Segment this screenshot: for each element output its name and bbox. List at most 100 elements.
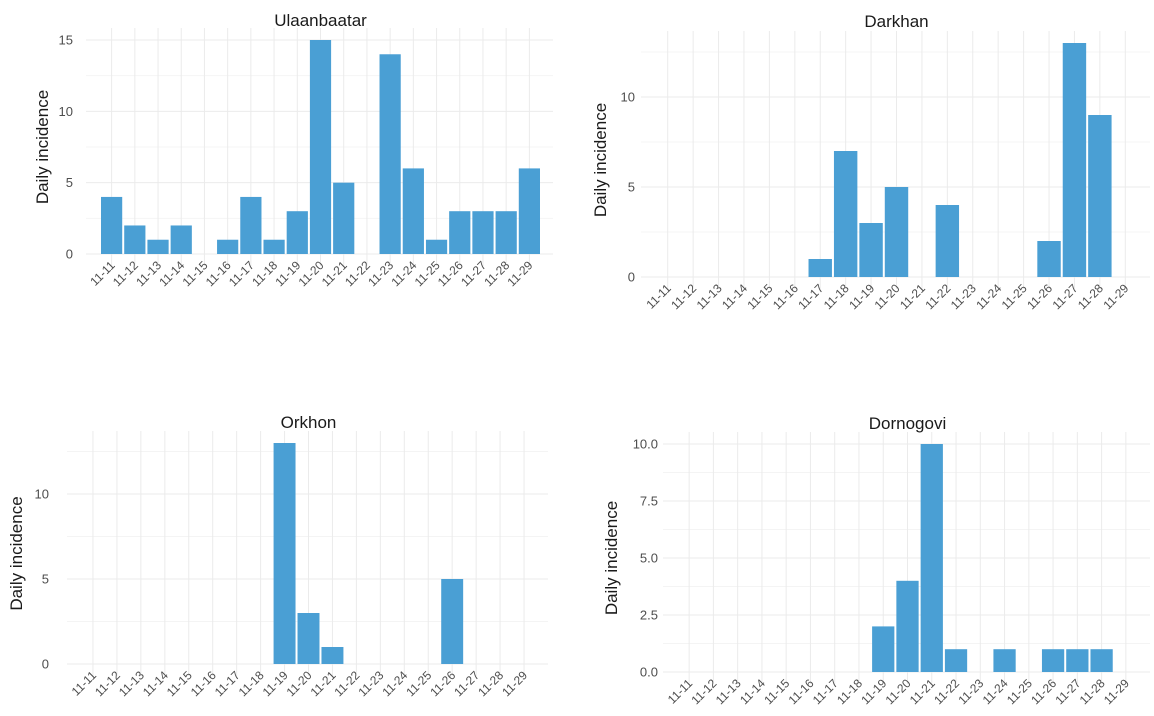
bar-11-24 bbox=[402, 168, 424, 254]
x-tick-label: 11-15 bbox=[180, 258, 211, 289]
bar-11-20 bbox=[884, 187, 909, 277]
x-tick-label: 11-17 bbox=[226, 258, 257, 289]
y-tick-label: 5 bbox=[628, 180, 635, 195]
bar-11-25 bbox=[425, 239, 448, 254]
x-tick-label: 11-11 bbox=[665, 676, 696, 707]
bar-11-19 bbox=[273, 443, 296, 664]
bar-11-26 bbox=[1037, 241, 1061, 277]
x-tick-label: 11-28 bbox=[1077, 676, 1108, 707]
x-tick-label: 11-20 bbox=[296, 258, 327, 289]
y-tick-label: 0.0 bbox=[640, 665, 658, 680]
x-tick-label: 11-29 bbox=[1101, 676, 1132, 707]
x-tick-label: 11-24 bbox=[379, 668, 410, 699]
x-tick-label: 11-28 bbox=[475, 668, 506, 699]
x-tick-label: 11-21 bbox=[907, 676, 938, 707]
x-tick-label: 11-19 bbox=[858, 676, 889, 707]
bar-11-28 bbox=[1090, 649, 1113, 672]
y-axis-label: Daily incidence bbox=[591, 103, 610, 217]
x-tick-label: 11-22 bbox=[922, 281, 953, 312]
x-tick-label: 11-23 bbox=[365, 258, 396, 289]
chart-panel: 051011-1111-1211-1311-1411-1511-1611-171… bbox=[7, 413, 548, 699]
x-tick-label: 11-17 bbox=[810, 676, 841, 707]
panel-title: Dornogovi bbox=[869, 414, 947, 433]
x-tick-label: 11-26 bbox=[1024, 281, 1055, 312]
x-tick-label: 11-13 bbox=[133, 258, 164, 289]
bar-11-29 bbox=[518, 168, 540, 254]
y-axis-label: Daily incidence bbox=[7, 496, 26, 610]
x-tick-label: 11-19 bbox=[846, 281, 877, 312]
bar-11-28 bbox=[1088, 115, 1112, 277]
x-tick-label: 11-14 bbox=[737, 676, 768, 707]
x-tick-label: 11-25 bbox=[999, 281, 1030, 312]
bar-11-17 bbox=[808, 259, 832, 277]
x-tick-label: 11-16 bbox=[786, 676, 817, 707]
x-tick-label: 11-17 bbox=[795, 281, 826, 312]
bar-11-11 bbox=[101, 196, 123, 254]
bar-11-21 bbox=[333, 182, 355, 254]
bar-11-26 bbox=[1041, 649, 1065, 672]
x-tick-label: 11-12 bbox=[92, 668, 123, 699]
x-tick-label: 11-13 bbox=[694, 281, 725, 312]
y-axis-label: Daily incidence bbox=[602, 501, 621, 615]
chart-panel: 0.02.55.07.510.011-1111-1211-1311-1411-1… bbox=[602, 414, 1150, 707]
x-tick-label: 11-26 bbox=[1028, 676, 1059, 707]
x-tick-label: 11-24 bbox=[973, 281, 1004, 312]
x-tick-label: 11-22 bbox=[931, 676, 962, 707]
x-tick-label: 11-22 bbox=[332, 668, 363, 699]
bar-11-19 bbox=[286, 211, 308, 254]
x-tick-label: 11-26 bbox=[435, 258, 466, 289]
x-tick-label: 11-12 bbox=[689, 676, 720, 707]
y-tick-label: 2.5 bbox=[640, 608, 658, 623]
y-tick-label: 10 bbox=[35, 487, 49, 502]
bar-11-26 bbox=[449, 211, 471, 254]
x-tick-label: 11-20 bbox=[872, 281, 903, 312]
x-tick-label: 11-29 bbox=[499, 668, 530, 699]
x-tick-label: 11-18 bbox=[834, 676, 865, 707]
x-tick-label: 11-23 bbox=[948, 281, 979, 312]
y-tick-label: 15 bbox=[59, 33, 73, 48]
x-tick-label: 11-29 bbox=[505, 258, 536, 289]
x-tick-label: 11-21 bbox=[319, 258, 350, 289]
x-tick-label: 11-25 bbox=[1004, 676, 1035, 707]
bar-11-22 bbox=[944, 649, 968, 672]
bar-11-20 bbox=[309, 40, 332, 254]
chart-panel: 051011-1111-1211-1311-1411-1511-1611-171… bbox=[591, 12, 1150, 312]
bar-11-24 bbox=[993, 649, 1016, 672]
bar-11-27 bbox=[1062, 43, 1087, 277]
x-tick-label: 11-24 bbox=[980, 676, 1011, 707]
x-tick-label: 11-18 bbox=[236, 668, 267, 699]
x-tick-label: 11-20 bbox=[284, 668, 315, 699]
y-tick-label: 7.5 bbox=[640, 494, 658, 509]
bar-11-22 bbox=[935, 205, 960, 277]
bar-11-21 bbox=[920, 444, 943, 672]
x-tick-label: 11-26 bbox=[427, 668, 458, 699]
y-tick-label: 5 bbox=[42, 572, 49, 587]
y-tick-label: 10 bbox=[621, 90, 635, 105]
bar-11-13 bbox=[147, 239, 169, 254]
x-tick-label: 11-14 bbox=[156, 258, 187, 289]
x-tick-label: 11-17 bbox=[212, 668, 243, 699]
bar-11-28 bbox=[495, 211, 517, 254]
x-tick-label: 11-13 bbox=[116, 668, 147, 699]
bar-11-12 bbox=[124, 225, 146, 254]
x-tick-label: 11-27 bbox=[1052, 676, 1083, 707]
x-tick-label: 11-23 bbox=[955, 676, 986, 707]
x-tick-label: 11-21 bbox=[308, 668, 339, 699]
x-tick-label: 11-27 bbox=[458, 258, 489, 289]
x-tick-label: 11-18 bbox=[249, 258, 280, 289]
x-tick-label: 11-16 bbox=[770, 281, 801, 312]
y-tick-label: 10 bbox=[59, 104, 73, 119]
panel-title: Darkhan bbox=[864, 12, 928, 31]
y-tick-label: 5 bbox=[66, 175, 73, 190]
x-tick-label: 11-27 bbox=[451, 668, 482, 699]
bar-11-19 bbox=[859, 223, 883, 277]
y-tick-label: 5.0 bbox=[640, 551, 658, 566]
x-tick-label: 11-16 bbox=[203, 258, 234, 289]
bar-11-17 bbox=[240, 196, 262, 254]
x-tick-label: 11-21 bbox=[897, 281, 928, 312]
bar-11-27 bbox=[472, 211, 494, 254]
bar-11-27 bbox=[1066, 649, 1089, 672]
x-tick-label: 11-22 bbox=[342, 258, 373, 289]
x-tick-label: 11-25 bbox=[403, 668, 434, 699]
